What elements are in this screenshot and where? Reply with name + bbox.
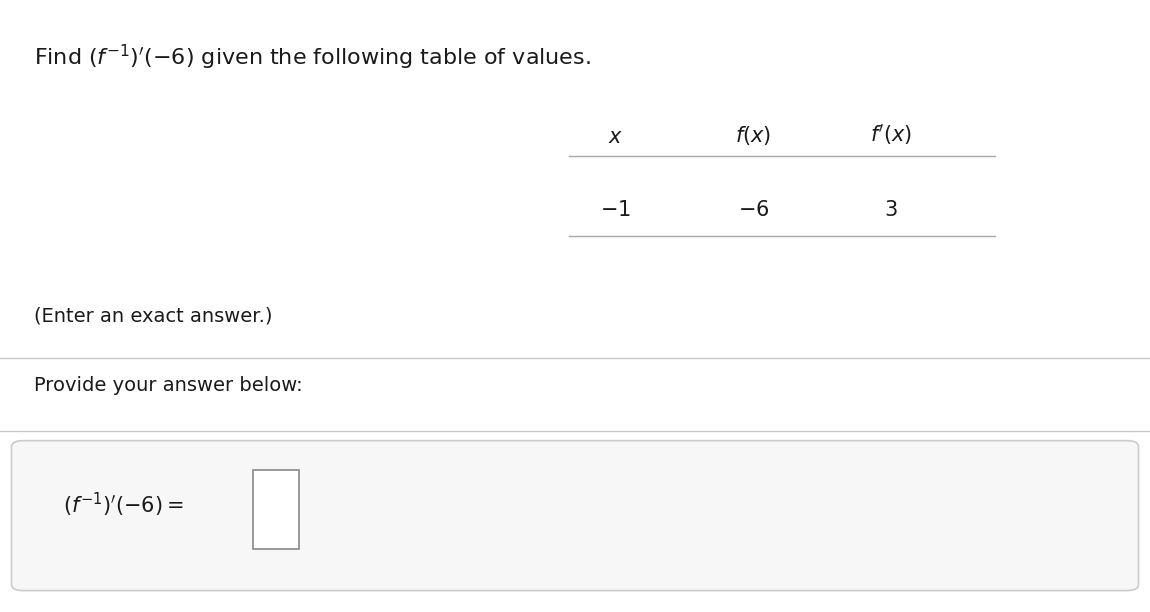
Text: $-6$: $-6$ [737, 200, 769, 220]
Text: $f^{\prime}(x)$: $f^{\prime}(x)$ [871, 122, 912, 147]
FancyBboxPatch shape [253, 470, 299, 549]
Text: Provide your answer below:: Provide your answer below: [34, 376, 304, 395]
Text: Find $(f^{-1})^{\prime}(-6)$ given the following table of values.: Find $(f^{-1})^{\prime}(-6)$ given the f… [34, 43, 591, 72]
Text: $f(x)$: $f(x)$ [735, 124, 772, 147]
Text: $-1$: $-1$ [600, 200, 630, 220]
Text: $3$: $3$ [884, 200, 898, 220]
Text: $x$: $x$ [607, 127, 623, 147]
FancyBboxPatch shape [12, 441, 1138, 591]
Text: $(f^{-1})^{\prime}(-6) =$: $(f^{-1})^{\prime}(-6) =$ [63, 491, 184, 519]
Text: (Enter an exact answer.): (Enter an exact answer.) [34, 306, 273, 325]
